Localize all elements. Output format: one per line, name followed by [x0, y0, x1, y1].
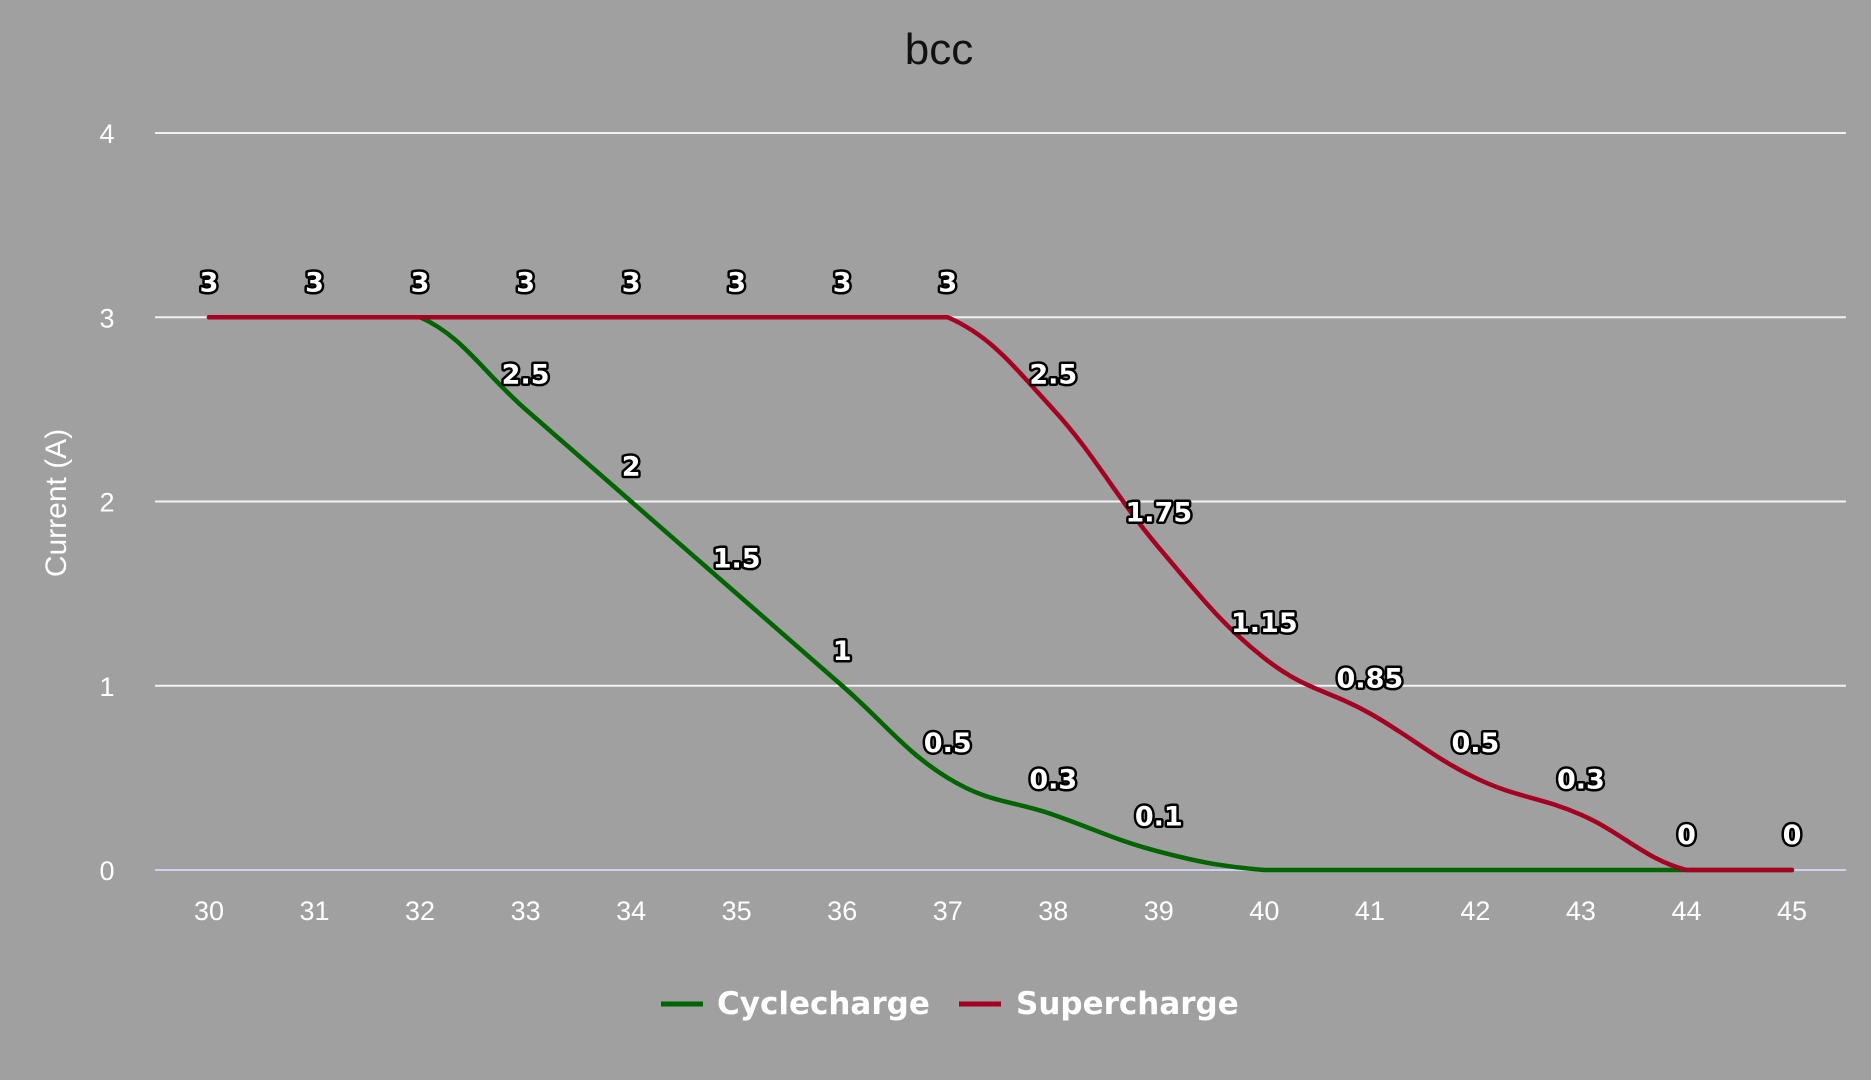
data-label-supercharge: 3	[516, 267, 535, 298]
data-label-supercharge: 0.5	[1451, 728, 1499, 759]
legend-label-supercharge: Supercharge	[1016, 986, 1239, 1022]
data-label-supercharge: 1.15	[1231, 608, 1298, 639]
data-label-supercharge: 0	[1783, 820, 1802, 851]
data-label-cyclecharge: 2	[622, 452, 641, 483]
series-line-cyclecharge	[206, 314, 1795, 873]
x-tick-label: 44	[1671, 896, 1701, 926]
legend: Cyclecharge Supercharge	[661, 986, 1239, 1022]
data-label-cyclecharge: 2.5	[502, 359, 550, 390]
data-label-supercharge: 3	[411, 267, 430, 298]
series-line-supercharge	[206, 314, 1795, 873]
series-lines	[206, 314, 1795, 873]
data-label-cyclecharge: 1	[833, 636, 852, 667]
y-tick-label: 3	[99, 303, 114, 333]
x-tick-label: 32	[405, 896, 435, 926]
legend-label-cyclecharge: Cyclecharge	[717, 986, 930, 1022]
x-tick-label: 40	[1249, 896, 1279, 926]
x-tick-label: 39	[1144, 896, 1174, 926]
x-tick-label: 43	[1566, 896, 1596, 926]
data-label-supercharge: 3	[305, 267, 324, 298]
data-label-supercharge: 3	[200, 267, 219, 298]
x-tick-label: 38	[1038, 896, 1068, 926]
x-tick-label: 41	[1355, 896, 1385, 926]
x-tick-label: 31	[300, 896, 330, 926]
data-label-cyclecharge: 0.3	[1029, 765, 1077, 796]
data-label-cyclecharge: 0.1	[1135, 802, 1183, 833]
x-tick-label: 33	[511, 896, 541, 926]
data-label-cyclecharge: 0.5	[924, 728, 972, 759]
data-label-supercharge: 0.85	[1337, 663, 1404, 694]
legend-item-cyclecharge[interactable]: Cyclecharge	[661, 986, 930, 1022]
x-tick-label: 42	[1460, 896, 1490, 926]
x-tick-label: 30	[194, 896, 224, 926]
x-tick-label: 34	[616, 896, 646, 926]
x-axis-ticks: 30 31 32 33 34 35 36 37 38 39 40 41 42 43 44 45	[194, 896, 1807, 926]
y-tick-label: 2	[99, 488, 114, 518]
x-tick-label: 45	[1777, 896, 1807, 926]
y-axis-ticks: 0 1 2 3 4	[99, 119, 114, 886]
y-tick-label: 0	[99, 856, 114, 886]
data-label-supercharge: 1.75	[1125, 498, 1192, 529]
chart-title: bcc	[905, 25, 973, 74]
data-label-supercharge: 0.3	[1557, 765, 1605, 796]
x-tick-label: 36	[827, 896, 857, 926]
data-label-supercharge: 3	[727, 267, 746, 298]
data-label-supercharge: 3	[938, 267, 957, 298]
data-label-supercharge: 3	[833, 267, 852, 298]
data-label-cyclecharge: 1.5	[713, 544, 761, 575]
data-labels: 2.5 2 1.5 1 0.5 0.3 0.1 3 3 3 3 3 3 3 3 2.5 1.75 1.15 0.85…	[197, 265, 1804, 854]
x-tick-label: 35	[722, 896, 752, 926]
x-tick-label: 37	[933, 896, 963, 926]
y-tick-label: 1	[99, 672, 114, 702]
data-label-supercharge: 3	[622, 267, 641, 298]
legend-item-supercharge[interactable]: Supercharge	[959, 986, 1239, 1022]
data-label-supercharge: 0	[1677, 820, 1696, 851]
y-tick-label: 4	[99, 119, 114, 149]
y-axis-label: Current (A)	[40, 429, 73, 577]
data-label-supercharge: 2.5	[1029, 359, 1077, 390]
